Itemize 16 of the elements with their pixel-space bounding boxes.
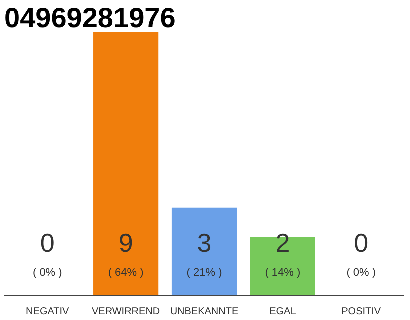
x-tick-label: POSITIV: [342, 306, 382, 318]
data-label: 0: [40, 228, 55, 258]
annotation: ( 0% ): [346, 267, 376, 280]
x-tick-label: EGAL: [270, 306, 297, 318]
x-tick-label: VERWIRREND: [92, 306, 160, 318]
data-label: 2: [276, 228, 290, 258]
data-label: 3: [197, 228, 212, 258]
data-label: 0: [354, 228, 369, 258]
annotation: ( 21% ): [186, 267, 222, 280]
x-tick-label: NEGATIV: [26, 306, 70, 318]
annotation: ( 64% ): [108, 267, 144, 280]
annotation: ( 14% ): [265, 267, 301, 280]
data-label: 9: [118, 228, 134, 258]
x-tick-label: UNBEKANNTE: [170, 306, 239, 318]
annotation: ( 0% ): [32, 267, 62, 280]
chart-title: 04969281976: [4, 2, 176, 34]
